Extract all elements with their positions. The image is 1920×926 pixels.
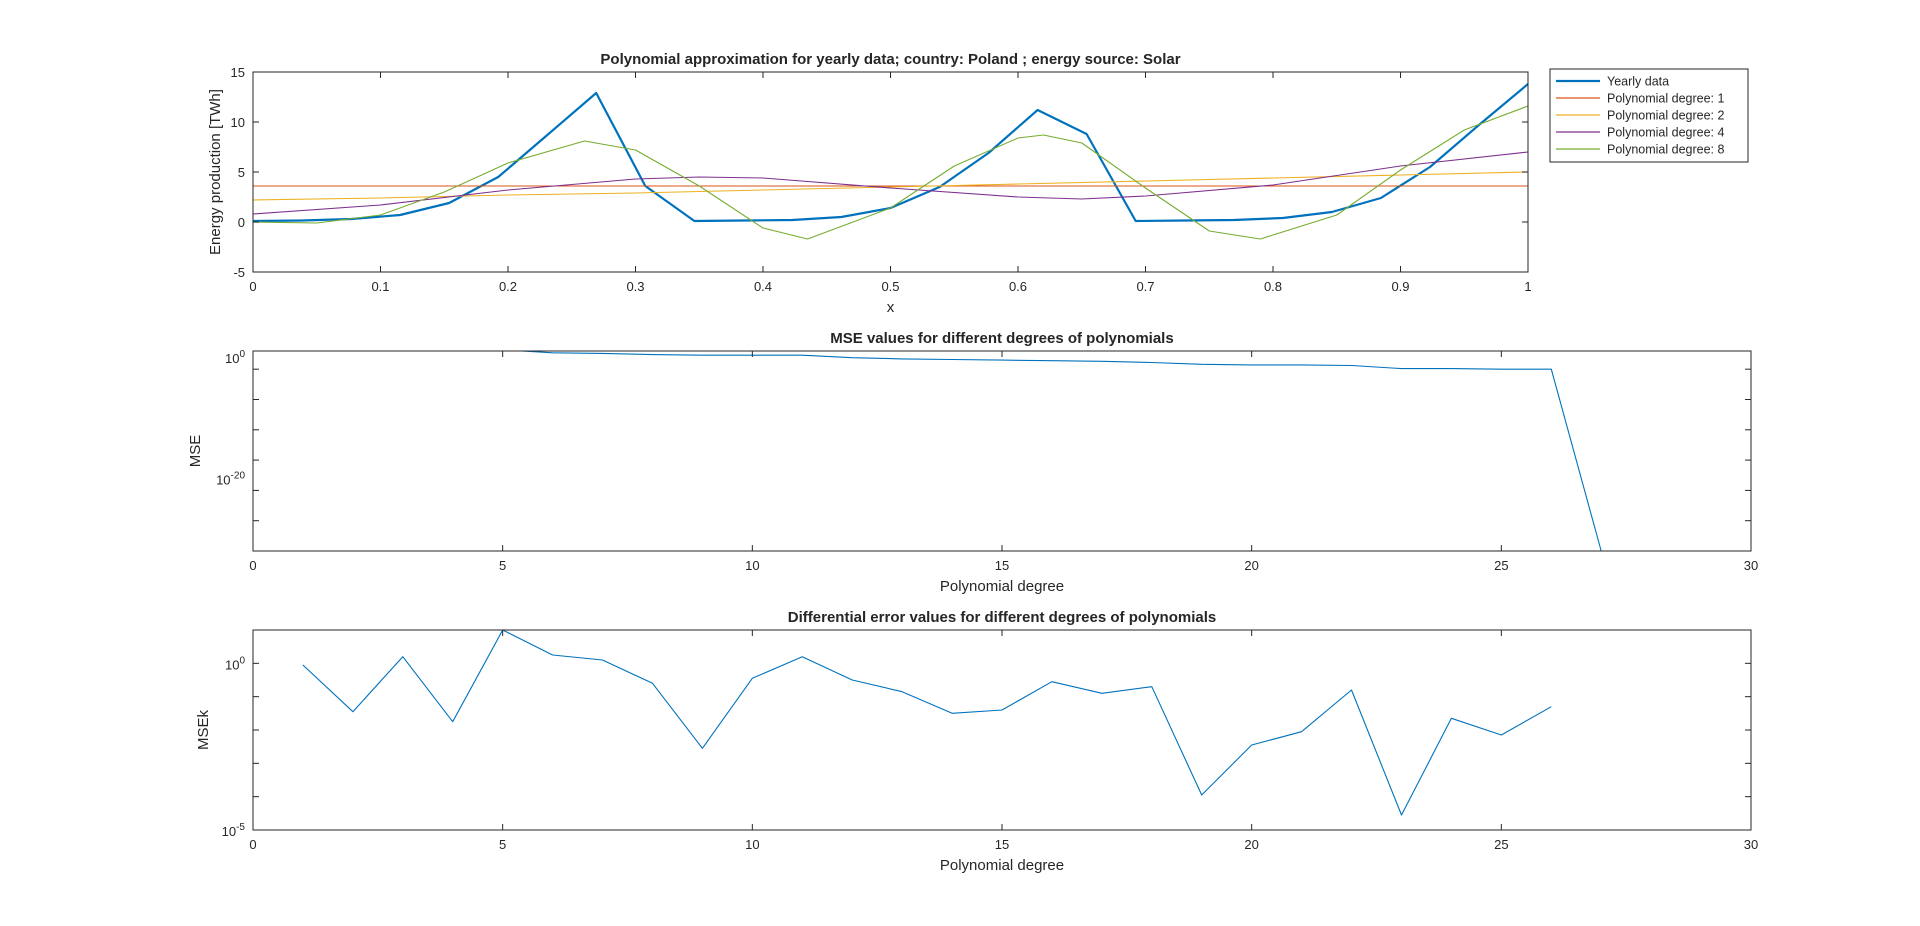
y-tick-label: -5	[233, 265, 245, 280]
x-tick-label: 30	[1744, 558, 1758, 573]
x-tick-label: 5	[499, 558, 506, 573]
x-tick-label: 25	[1494, 558, 1508, 573]
y-tick-label: 10-5	[222, 822, 246, 839]
plot-area	[253, 351, 1751, 551]
x-tick-label: 0.6	[1009, 279, 1027, 294]
x-tick-label: 0	[249, 279, 256, 294]
series-line-polynomial-degree-2	[253, 171, 1528, 201]
x-tick-label: 0.4	[754, 279, 772, 294]
x-tick-label: 15	[995, 558, 1009, 573]
x-tick-label: 0	[249, 558, 256, 573]
y-tick-label: 10-20	[216, 470, 245, 487]
legend-entry: Polynomial degree: 8	[1607, 143, 1724, 157]
y-tick-label: 15	[231, 65, 245, 80]
legend-entry: Polynomial degree: 2	[1607, 109, 1724, 123]
y-axis-label: Energy production [TWh]	[207, 89, 224, 255]
x-axis-label: x	[887, 299, 895, 316]
y-axis-label: MSE	[187, 435, 204, 468]
y-tick-label: 10	[231, 115, 245, 130]
x-tick-label: 1	[1524, 279, 1531, 294]
x-tick-label: 0.8	[1264, 279, 1282, 294]
series-group	[302, 630, 1552, 816]
legend-entry: Polynomial degree: 4	[1607, 126, 1724, 140]
plot-area	[253, 72, 1528, 272]
series-line-1	[302, 630, 1552, 816]
x-tick-label: 0.2	[499, 279, 517, 294]
chart-title: Polynomial approximation for yearly data…	[600, 51, 1180, 68]
x-tick-label: 10	[745, 837, 759, 852]
x-tick-label: 0.5	[881, 279, 899, 294]
y-tick-label: 100	[225, 655, 245, 672]
x-tick-label: 0	[249, 837, 256, 852]
chart-title: MSE values for different degrees of poly…	[830, 330, 1173, 347]
y-axis-label: MSEk	[195, 710, 212, 751]
x-axis-label: Polynomial degree	[940, 578, 1064, 595]
series-group	[513, 351, 1602, 551]
x-tick-label: 0.1	[371, 279, 389, 294]
x-axis-label: Polynomial degree	[940, 857, 1064, 874]
legend-entry: Yearly data	[1607, 75, 1669, 89]
x-tick-label: 0.9	[1391, 279, 1409, 294]
series-group	[253, 83, 1528, 240]
x-tick-label: 0.7	[1136, 279, 1154, 294]
x-tick-label: 0.3	[626, 279, 644, 294]
subplot-2: 0 5 10 15 20 25 30 100 10-20 MSE values for diffe…	[187, 330, 1758, 595]
subplot-1: 0 0.1 0.2 0.3 0.4 0.5 0.6 0.7 0.8 0.9 1 -5 0 5 10 15 Pol…	[207, 51, 1749, 316]
series-line-1	[513, 351, 1602, 551]
chart-title: Differential error values for different …	[788, 609, 1216, 626]
series-line-polynomial-degree-4	[253, 151, 1528, 215]
y-tick-label: 5	[238, 165, 245, 180]
x-tick-label: 10	[745, 558, 759, 573]
x-tick-label: 20	[1244, 837, 1258, 852]
plot-area	[253, 630, 1751, 830]
x-tick-label: 30	[1744, 837, 1758, 852]
legend-entry: Polynomial degree: 1	[1607, 92, 1724, 106]
x-tick-label: 5	[499, 837, 506, 852]
x-tick-label: 25	[1494, 837, 1508, 852]
series-line-polynomial-degree-8	[253, 105, 1528, 240]
subplot-3: 0 5 10 15 20 25 30 100 10-5 Differential error va…	[195, 609, 1758, 874]
y-tick-label: 0	[238, 215, 245, 230]
x-tick-label: 20	[1244, 558, 1258, 573]
x-tick-label: 15	[995, 837, 1009, 852]
y-tick-label: 100	[225, 349, 245, 366]
legend: Yearly data Polynomial degree: 1 Polynomia…	[1549, 68, 1749, 163]
